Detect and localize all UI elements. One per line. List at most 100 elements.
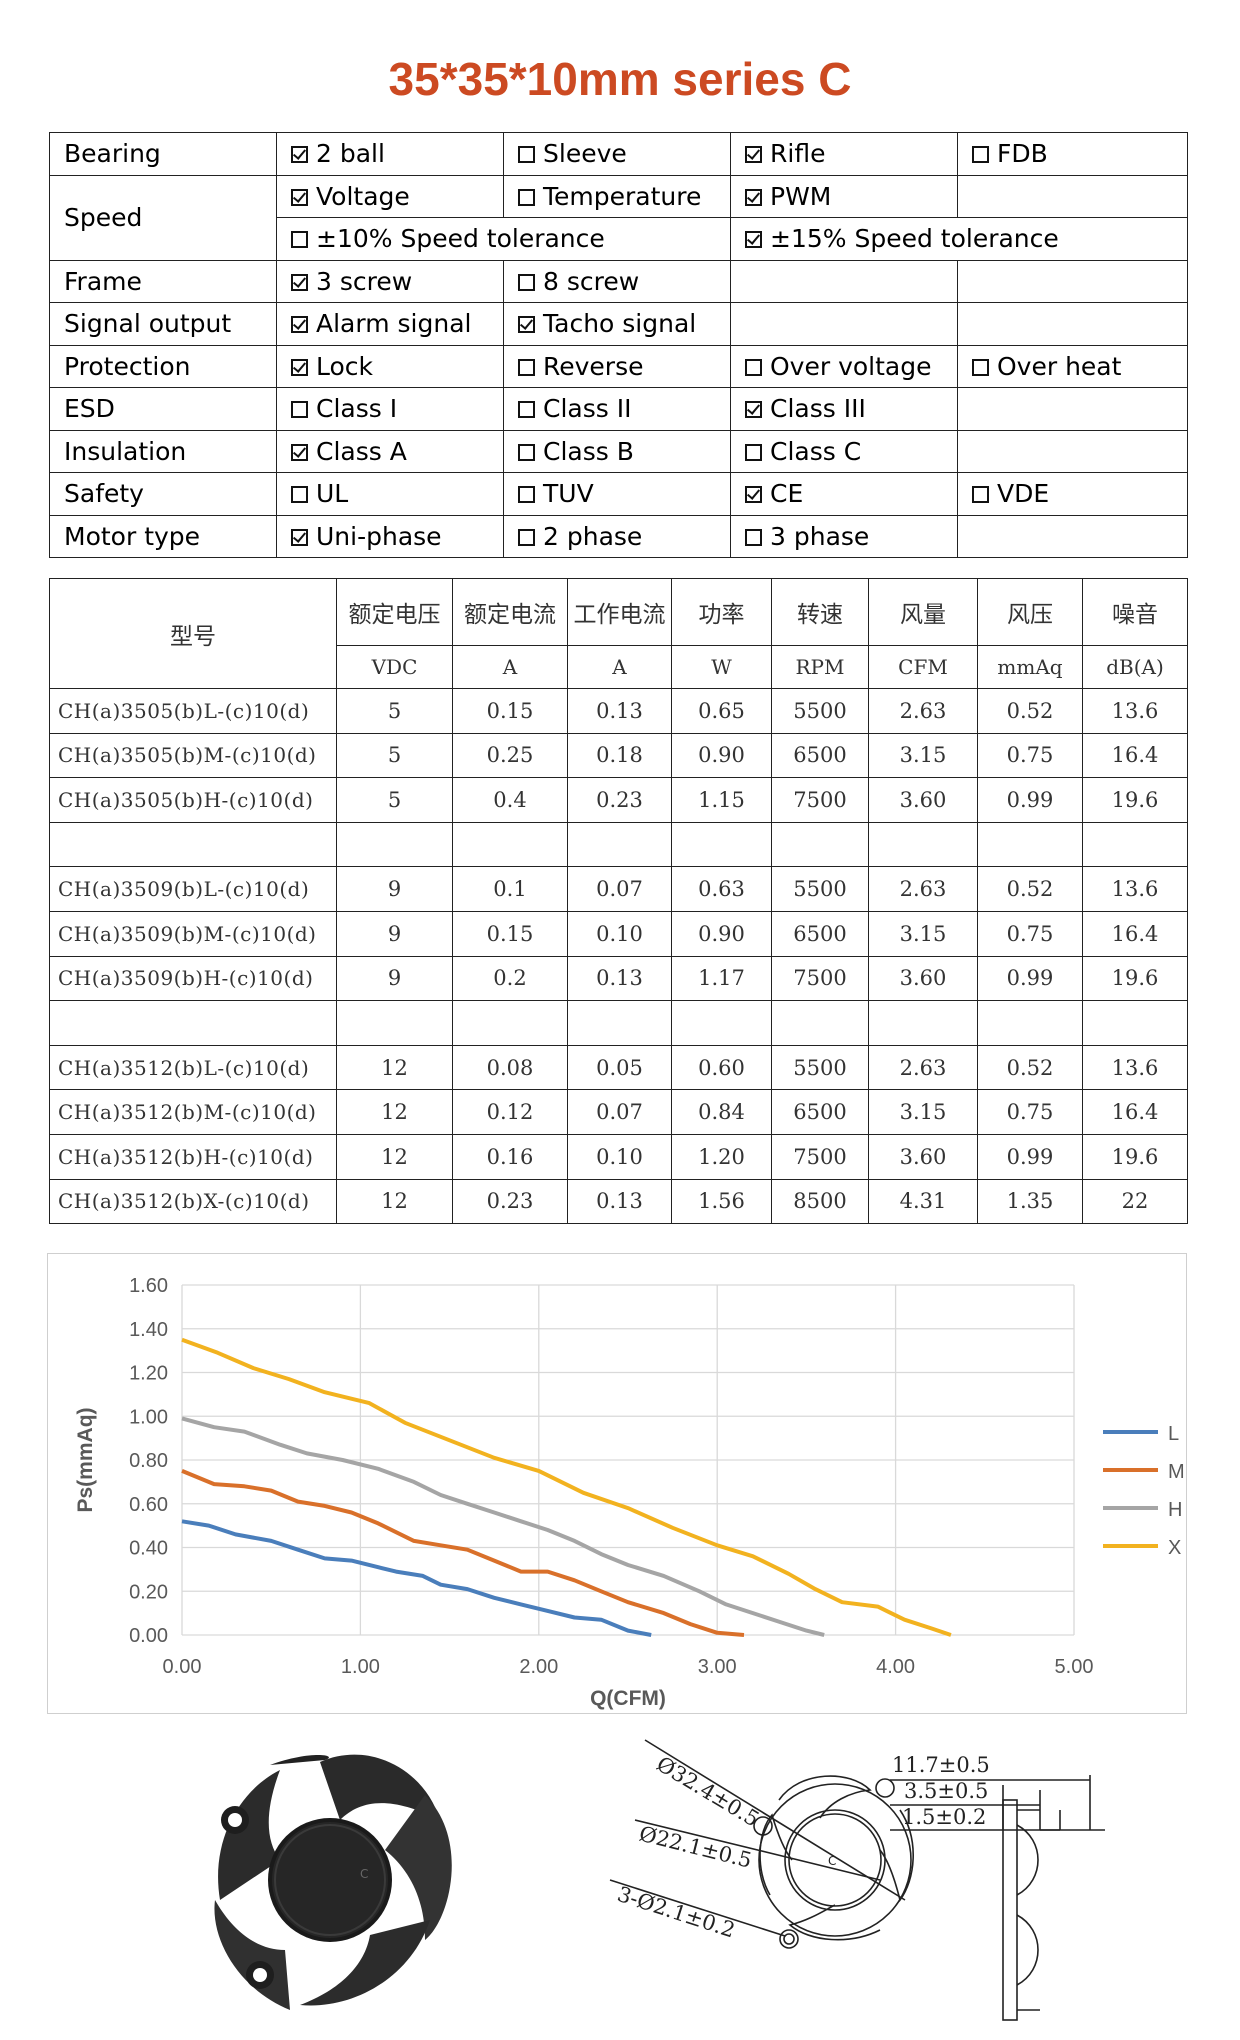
feature-option-text: Over voltage: [770, 351, 932, 381]
empty-cell: [452, 821, 568, 868]
model-cell: CH(a)3509(b)H-(c)10(d): [49, 955, 337, 1002]
table-row: CH(a)3512(b)L-(c)10(d) 12 0.08 0.05 0.60 5500…: [49, 1044, 1188, 1091]
header-noise: 噪音: [1082, 578, 1188, 646]
legend-label-l: L: [1168, 1423, 1179, 1445]
unchecked-box-icon: [291, 231, 308, 249]
value-cell: 9: [336, 910, 453, 957]
spacer-row: [49, 821, 1188, 868]
feature-option: Rifle: [730, 132, 958, 176]
feature-option: [730, 302, 958, 346]
feature-option: VDE: [957, 472, 1188, 516]
feature-option-text: Voltage: [316, 181, 410, 211]
feature-label: ESD: [49, 387, 277, 431]
value-cell: 0.84: [671, 1089, 772, 1135]
feature-option: FDB: [957, 132, 1188, 176]
model-cell: CH(a)3512(b)H-(c)10(d): [49, 1133, 337, 1180]
empty-cell: [1082, 821, 1188, 868]
value-cell: 0.13: [567, 688, 672, 734]
value-cell: 13.6: [1082, 688, 1188, 734]
checked-box-icon: [745, 188, 762, 206]
empty-cell: [868, 1000, 978, 1046]
feature-option: Class B: [503, 429, 731, 473]
unchecked-box-icon: [291, 486, 308, 504]
unit-w: W: [671, 645, 772, 689]
header-rated-voltage: 额定电压: [336, 578, 453, 646]
value-cell: 0.99: [977, 1133, 1083, 1180]
y-tick-label: 1.60: [129, 1275, 168, 1297]
feature-option: [730, 259, 958, 303]
feature-option: CE: [730, 472, 958, 516]
value-cell: 19.6: [1082, 955, 1188, 1002]
table-row: CH(a)3509(b)H-(c)10(d) 9 0.2 0.13 1.17 7500 3.…: [49, 955, 1188, 1002]
empty-cell: [977, 821, 1083, 868]
value-cell: 0.07: [567, 866, 672, 912]
unchecked-box-icon: [518, 443, 535, 461]
feature-option-text: Class I: [316, 394, 398, 424]
value-cell: 0.75: [977, 910, 1083, 957]
feature-option-text: 8 screw: [543, 266, 640, 296]
model-cell: CH(a)3509(b)M-(c)10(d): [49, 910, 337, 957]
checked-box-icon: [291, 188, 308, 206]
feature-option-text: VDE: [997, 479, 1050, 509]
value-cell: 12: [336, 1044, 453, 1091]
value-cell: 3.60: [868, 1133, 978, 1180]
x-tick-label: 4.00: [876, 1656, 915, 1678]
feature-label: Protection: [49, 344, 277, 388]
fan-drawings-svg: C Ø32.4±0.5 Ø22.1±0.5 3-Ø2.1±0.2 C: [214, 1739, 1105, 2021]
value-cell: 0.05: [567, 1044, 672, 1091]
unchecked-box-icon: [518, 188, 535, 206]
feature-option: TUV: [503, 472, 731, 516]
feature-option-text: TUV: [543, 479, 594, 509]
unit-cfm: CFM: [868, 645, 978, 689]
y-tick-label: 0.20: [129, 1581, 168, 1603]
value-cell: 0.52: [977, 688, 1083, 734]
dim-hub-height: 3.5±0.5: [904, 1779, 988, 1803]
value-cell: 0.10: [567, 1133, 672, 1180]
value-cell: 1.56: [671, 1178, 772, 1225]
empty-cell: [1082, 1000, 1188, 1046]
feature-option: 2 ball: [276, 132, 504, 176]
unit-dba: dB(A): [1082, 645, 1188, 689]
header-airflow: 风量: [868, 578, 978, 646]
value-cell: 0.99: [977, 955, 1083, 1002]
value-cell: 5: [336, 688, 453, 734]
value-cell: 4.31: [868, 1178, 978, 1225]
value-cell: 0.13: [567, 1178, 672, 1225]
dim-outer-diameter: Ø32.4±0.5: [652, 1752, 763, 1832]
dim-thickness: 11.7±0.5: [892, 1753, 990, 1777]
empty-cell: [671, 1000, 772, 1046]
table-row: CH(a)3512(b)M-(c)10(d) 12 0.12 0.07 0.84 6500…: [49, 1089, 1188, 1135]
value-cell: 16.4: [1082, 910, 1188, 957]
feature-option-text: UL: [316, 479, 349, 509]
feature-option-text: Class C: [770, 436, 862, 466]
feature-option-text: Class III: [770, 394, 866, 424]
checked-box-icon: [291, 443, 308, 461]
feature-option-text: Alarm signal: [316, 309, 472, 339]
value-cell: 0.07: [567, 1089, 672, 1135]
x-tick-label: 2.00: [519, 1656, 558, 1678]
unit-a: A: [567, 645, 672, 689]
model-header: 型号: [49, 578, 337, 689]
feature-option-text: Sleeve: [543, 139, 627, 169]
checked-box-icon: [745, 401, 762, 419]
model-cell: CH(a)3505(b)M-(c)10(d): [49, 732, 337, 779]
value-cell: 0.65: [671, 688, 772, 734]
checked-box-icon: [291, 316, 308, 334]
value-cell: 0.16: [452, 1133, 568, 1180]
feature-option: Voltage: [276, 174, 504, 218]
model-cell: CH(a)3512(b)M-(c)10(d): [49, 1089, 337, 1135]
feature-option: Class A: [276, 429, 504, 473]
checked-box-icon: [291, 358, 308, 376]
value-cell: 2.63: [868, 1044, 978, 1091]
value-cell: 6500: [771, 732, 869, 779]
table-row: CH(a)3509(b)L-(c)10(d) 9 0.1 0.07 0.63 5500 2.…: [49, 866, 1188, 912]
unchecked-box-icon: [518, 146, 535, 164]
unchecked-box-icon: [518, 401, 535, 419]
feature-option-text: Temperature: [543, 181, 702, 211]
feature-option: Over voltage: [730, 344, 958, 388]
checked-box-icon: [518, 316, 535, 334]
checked-box-icon: [291, 273, 308, 291]
y-tick-label: 1.40: [129, 1319, 168, 1341]
feature-label: Speed: [49, 174, 277, 261]
value-cell: 0.25: [452, 732, 568, 779]
